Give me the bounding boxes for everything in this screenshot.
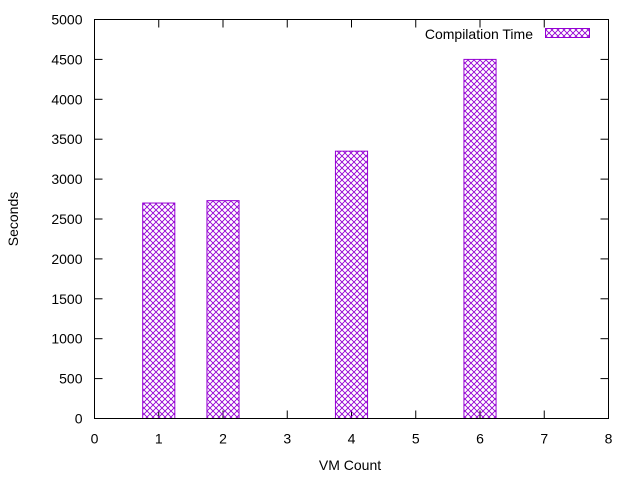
y-tick-label: 1500 xyxy=(51,291,82,307)
legend-label: Compilation Time xyxy=(425,26,533,42)
bar xyxy=(463,58,497,420)
y-tick-label: 2000 xyxy=(51,251,82,267)
y-tick-label: 3500 xyxy=(51,131,82,147)
legend: Compilation Time xyxy=(425,26,590,42)
legend-swatch xyxy=(545,28,590,38)
x-tick-label: 8 xyxy=(605,431,613,447)
bar xyxy=(206,200,240,419)
plot-frame xyxy=(94,19,609,419)
y-tick-label: 4500 xyxy=(51,51,82,67)
bar xyxy=(142,202,176,419)
x-tick-label: 6 xyxy=(476,431,484,447)
x-axis-label: VM Count xyxy=(319,457,381,473)
y-tick-label: 0 xyxy=(75,411,83,427)
x-tick-label: 2 xyxy=(219,431,227,447)
y-tick-label: 4000 xyxy=(51,91,82,107)
y-tick-label: 2500 xyxy=(51,211,82,227)
x-tick-label: 3 xyxy=(283,431,291,447)
x-tick-label: 5 xyxy=(412,431,420,447)
x-tick-label: 7 xyxy=(540,431,548,447)
y-tick-label: 1000 xyxy=(51,331,82,347)
x-tick-label: 1 xyxy=(155,431,163,447)
y-tick-label: 3000 xyxy=(51,171,82,187)
bar xyxy=(334,150,369,419)
x-tick-label: 0 xyxy=(91,431,99,447)
y-axis-label: Seconds xyxy=(5,192,21,246)
y-tick-label: 5000 xyxy=(51,12,82,28)
y-tick-label: 500 xyxy=(59,371,83,387)
x-tick-label: 4 xyxy=(348,431,356,447)
